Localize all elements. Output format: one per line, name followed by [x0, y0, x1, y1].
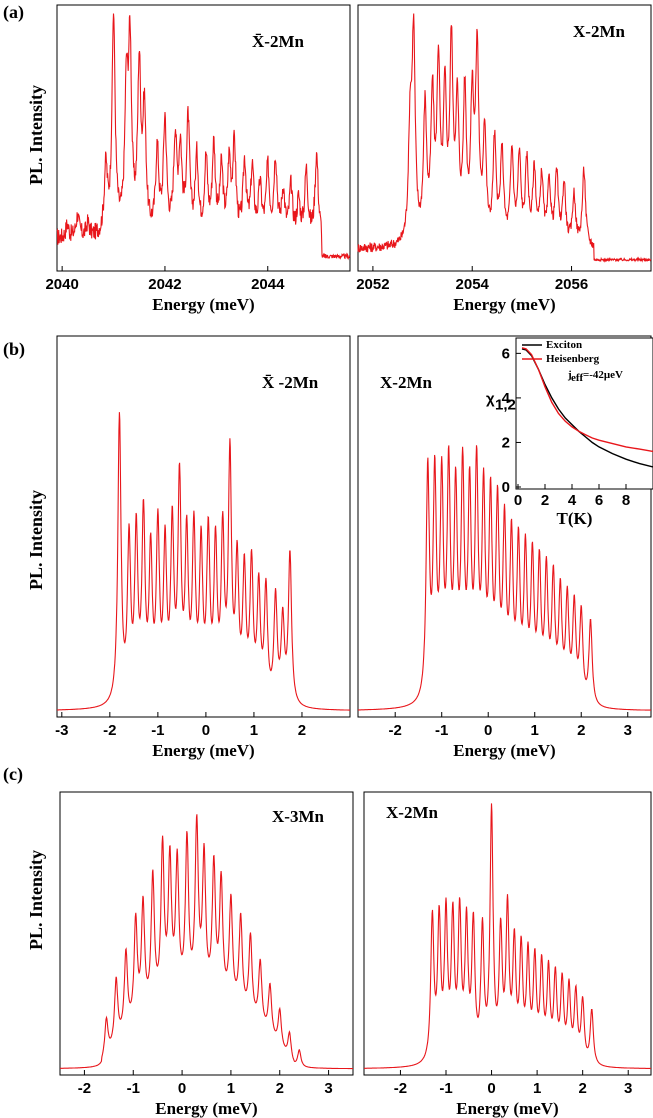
panel-a-left: 2040 2042 2044 Energy (meV) X̄-2Mn	[45, 4, 351, 314]
x-tick-label: 1	[531, 722, 539, 739]
plot-frame	[56, 4, 351, 272]
x-tick-label: 2056	[555, 276, 588, 293]
inset-y-tick-label: 2	[502, 434, 510, 451]
inset-x-axis-label: T(K)	[557, 509, 593, 528]
plot-frame	[363, 791, 652, 1076]
x-tick-label: 0	[487, 1080, 495, 1097]
inset-y-axis-subscript: 1,2	[495, 397, 516, 414]
inset-y-tick-label: 4	[502, 390, 511, 407]
x-tick-label: 2040	[45, 276, 78, 293]
x-tick-label: 0	[178, 1080, 186, 1097]
x-tick-label: 2042	[148, 276, 181, 293]
panel-c-right: -2 -1 0 1 2 3 Energy (meV) X-2Mn	[363, 791, 652, 1118]
x-tick-label: -1	[151, 722, 164, 739]
row-a-ylabel: PL. Intensity	[26, 85, 46, 185]
spectrum-line	[56, 13, 351, 261]
x-tick-label: 3	[624, 1080, 632, 1097]
panel-label-a: (a)	[3, 2, 24, 23]
spectrum-line	[364, 803, 651, 1069]
plot-frame	[357, 4, 652, 272]
x-tick-label: -1	[127, 1080, 140, 1097]
inset-frame	[515, 337, 653, 490]
plot-frame	[56, 335, 351, 718]
x-tick-label: 2044	[251, 276, 285, 293]
x-axis-label: Energy (meV)	[456, 1099, 558, 1118]
x-axis-label: Energy (meV)	[453, 295, 555, 314]
x-tick-label: -1	[439, 1080, 452, 1097]
x-axis-label: Energy (meV)	[152, 741, 254, 760]
x-tick-label: -2	[103, 722, 116, 739]
x-tick-label: -2	[389, 722, 402, 739]
x-tick-label: 3	[624, 722, 632, 739]
x-tick-label: -3	[55, 722, 68, 739]
legend-note-subscript: eff	[571, 372, 584, 384]
x-axis-label: Energy (meV)	[453, 741, 555, 760]
x-tick-label: 1	[250, 722, 258, 739]
x-tick-label: -2	[394, 1080, 407, 1097]
x-tick-label: -1	[435, 722, 448, 739]
x-tick-label: 0	[484, 722, 492, 739]
inset-susceptibility: 0 2 4 6 0 2 4 6 8 T(K) χ 1,2 Exciton Heisenberg j eff =-…	[486, 337, 653, 528]
x-tick-label: 2	[577, 722, 585, 739]
panel-annotation: X-3Mn	[272, 807, 324, 826]
x-tick-label: 3	[324, 1080, 332, 1097]
panel-label-b: (b)	[3, 339, 25, 360]
inset-y-tick-label: 0	[502, 479, 510, 496]
inset-x-tick-label: 6	[595, 492, 603, 509]
inset-series-heisenberg	[521, 347, 653, 453]
legend-entry: Exciton	[546, 339, 582, 351]
legend-note-value: =-42μeV	[583, 369, 623, 381]
panel-c-left: -2 -1 0 1 2 3 Energy (meV) X-3Mn	[59, 791, 354, 1118]
panel-annotation: X-2Mn	[386, 803, 438, 822]
row-b-ylabel: PL. Intensity	[26, 490, 46, 590]
spectrum-line	[60, 814, 353, 1070]
panel-b-left: -3 -2 -1 0 1 2 Energy (meV) X̄ -2Mn	[55, 335, 351, 760]
inset-x-tick-label: 2	[541, 492, 549, 509]
x-tick-label: 1	[533, 1080, 541, 1097]
inset-y-tick-label: 6	[502, 345, 510, 362]
spectrum-line	[357, 13, 652, 263]
spectrum-line	[57, 412, 350, 711]
inset-x-tick-label: 8	[622, 492, 630, 509]
legend-entry: Heisenberg	[546, 353, 600, 365]
x-tick-label: 2	[298, 722, 306, 739]
spectrum-line	[358, 445, 651, 711]
panel-annotation: X̄ -2Mn	[262, 373, 319, 392]
legend-note: j	[567, 369, 572, 381]
x-tick-label: 2054	[456, 276, 490, 293]
panel-annotation: X̄-2Mn	[252, 32, 304, 51]
inset-y-axis-label: χ	[486, 391, 495, 408]
panel-annotation: X-2Mn	[380, 373, 432, 392]
x-tick-label: 1	[227, 1080, 235, 1097]
panel-label-c: (c)	[3, 764, 23, 785]
inset-x-tick-label: 4	[568, 492, 577, 509]
x-tick-label: 2	[276, 1080, 284, 1097]
x-tick-label: 0	[202, 722, 210, 739]
x-tick-label: -2	[78, 1080, 91, 1097]
x-tick-label: 2052	[356, 276, 389, 293]
panel-annotation: X-2Mn	[573, 22, 625, 41]
x-axis-label: Energy (meV)	[152, 295, 254, 314]
x-tick-label: 2	[578, 1080, 586, 1097]
inset-x-tick-label: 0	[514, 492, 522, 509]
row-c-ylabel: PL. Intensity	[26, 850, 46, 950]
x-axis-label: Energy (meV)	[155, 1099, 257, 1118]
